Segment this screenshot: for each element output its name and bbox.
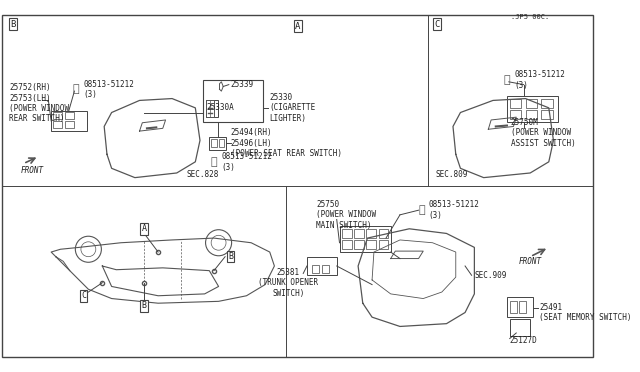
Text: 25750
(POWER WINDOW
MAIN SWITCH): 25750 (POWER WINDOW MAIN SWITCH)	[316, 200, 376, 230]
Bar	[322, 265, 329, 273]
Bar	[51, 110, 86, 131]
Bar	[509, 110, 521, 119]
Text: 25750M
(POWER WINDOW
ASSIST SWITCH): 25750M (POWER WINDOW ASSIST SWITCH)	[511, 118, 575, 148]
Text: 08513-51212
(3): 08513-51212 (3)	[221, 152, 272, 171]
Text: B: B	[10, 20, 16, 29]
Bar	[53, 112, 62, 119]
Text: Ⓢ: Ⓢ	[211, 157, 217, 167]
Bar	[339, 226, 390, 252]
Bar	[307, 257, 337, 275]
Text: 08513-51212
(3): 08513-51212 (3)	[515, 70, 565, 90]
Text: B: B	[141, 301, 147, 311]
Text: FRONT: FRONT	[518, 257, 541, 266]
Text: SEC.809: SEC.809	[435, 170, 468, 179]
Bar	[203, 80, 263, 122]
Bar	[65, 121, 74, 128]
Bar	[312, 265, 319, 273]
Text: 25127D: 25127D	[509, 336, 538, 345]
Bar	[541, 99, 552, 108]
Bar	[219, 140, 224, 147]
Text: B: B	[228, 252, 233, 261]
Bar	[211, 140, 217, 147]
Bar	[379, 229, 388, 238]
Bar	[509, 319, 530, 336]
Bar	[525, 99, 537, 108]
Text: SEC.828: SEC.828	[186, 170, 218, 179]
Bar	[509, 301, 517, 312]
Bar	[355, 240, 364, 249]
Text: 25330
(CIGARETTE
LIGHTER): 25330 (CIGARETTE LIGHTER)	[269, 93, 316, 123]
Text: 25491
(SEAT MEMORY SWITCH): 25491 (SEAT MEMORY SWITCH)	[540, 303, 632, 322]
Text: A: A	[295, 22, 300, 31]
Bar	[541, 110, 552, 119]
Bar	[65, 112, 74, 119]
Text: A: A	[141, 224, 147, 233]
Text: SEC.909: SEC.909	[474, 271, 507, 280]
Text: 25330A: 25330A	[207, 103, 234, 112]
Text: C: C	[435, 20, 440, 29]
Bar	[525, 110, 537, 119]
Text: 08513-51212
(3): 08513-51212 (3)	[84, 80, 134, 99]
Bar	[367, 240, 376, 249]
Bar	[53, 121, 62, 128]
Bar	[342, 229, 351, 238]
Bar	[507, 297, 533, 317]
Bar	[207, 100, 218, 117]
Text: 25494(RH)
25496(LH)
(POWER SEAT REAR SWITCH): 25494(RH) 25496(LH) (POWER SEAT REAR SWI…	[230, 128, 342, 158]
Text: 08513-51212
(3): 08513-51212 (3)	[429, 201, 479, 220]
Bar	[342, 240, 351, 249]
Text: FRONT: FRONT	[20, 166, 44, 175]
Bar	[355, 229, 364, 238]
Bar	[367, 229, 376, 238]
Text: Ⓢ: Ⓢ	[418, 205, 425, 215]
Text: Ⓢ: Ⓢ	[73, 84, 79, 94]
Bar	[507, 96, 558, 122]
Text: Ⓢ: Ⓢ	[504, 75, 510, 85]
Text: 25339: 25339	[230, 80, 254, 89]
Text: .JP5 00C.: .JP5 00C.	[511, 15, 548, 20]
Bar	[509, 99, 521, 108]
Text: 25752(RH)
25753(LH)
(POWER WINDOW
REAR SWITCH): 25752(RH) 25753(LH) (POWER WINDOW REAR S…	[10, 83, 69, 123]
Text: 25381
(TRUNK OPENER
SWITCH): 25381 (TRUNK OPENER SWITCH)	[259, 268, 319, 298]
Text: C: C	[81, 291, 86, 300]
Bar	[379, 240, 388, 249]
Bar	[519, 301, 527, 312]
Bar	[209, 137, 226, 150]
